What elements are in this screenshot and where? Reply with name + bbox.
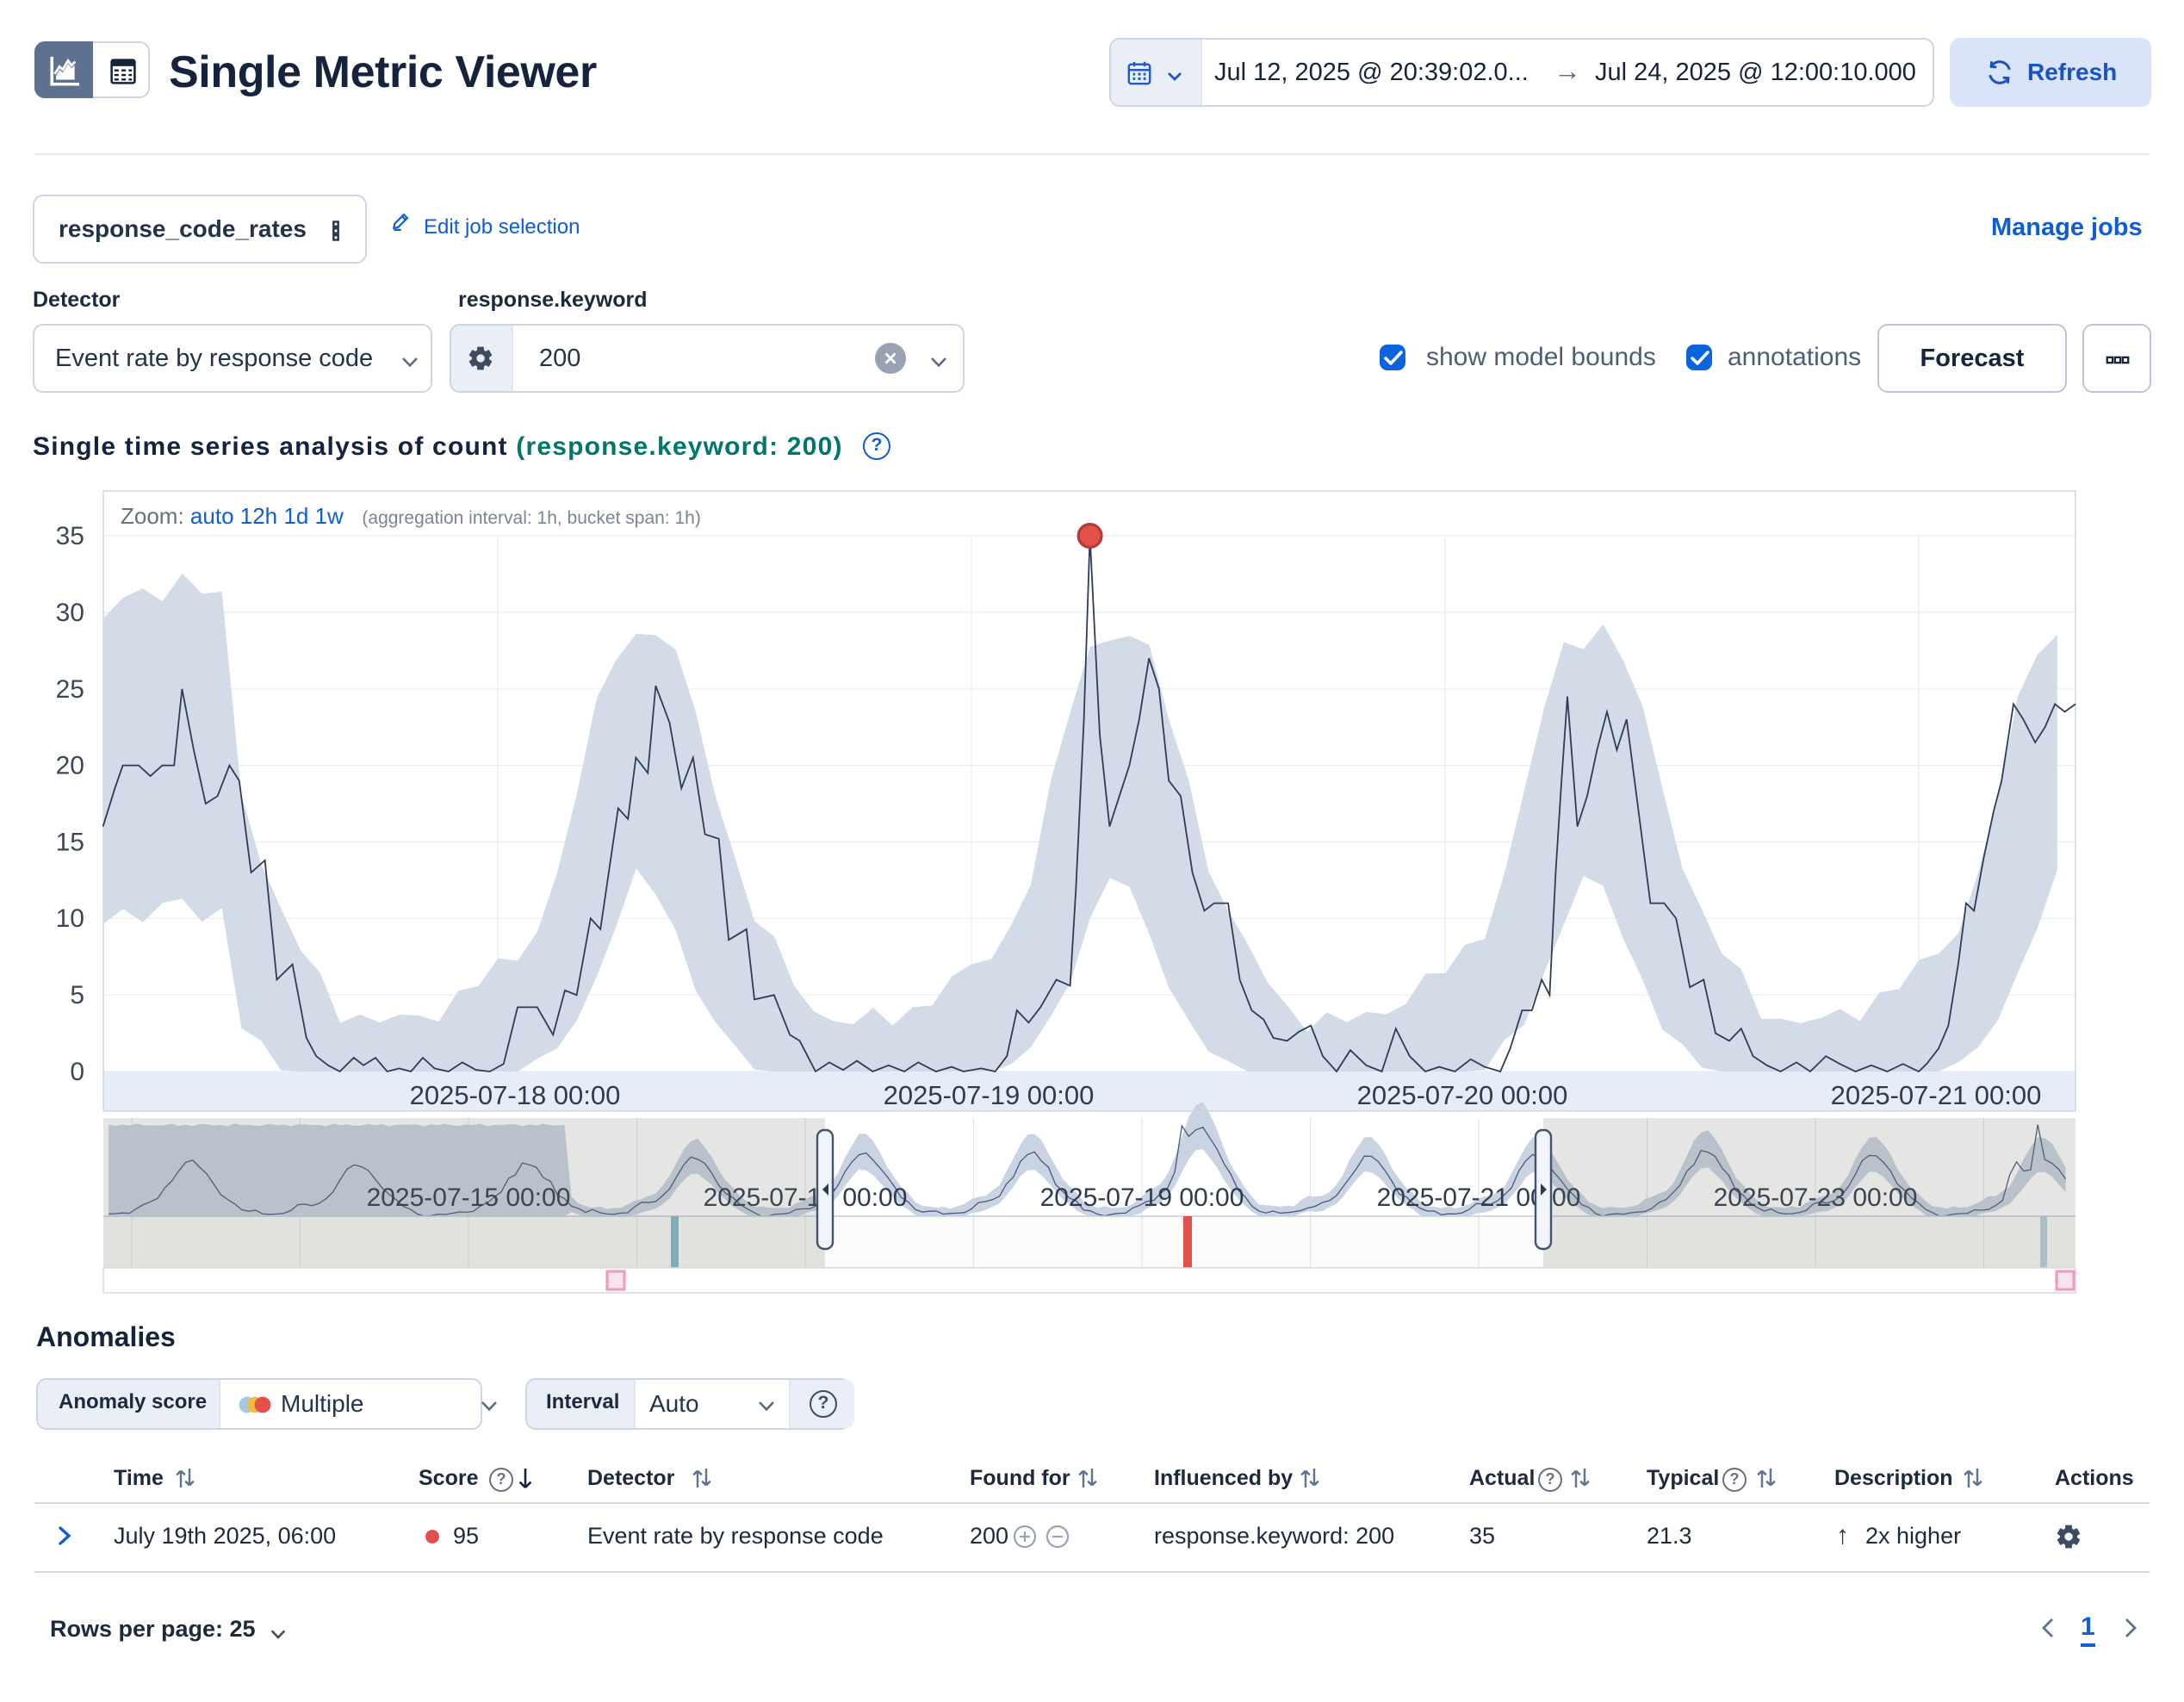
svg-text:35: 35: [56, 522, 84, 550]
svg-text:2025-07-23 00:00: 2025-07-23 00:00: [1714, 1183, 1918, 1212]
svg-text:2025-07-20 00:00: 2025-07-20 00:00: [1357, 1080, 1568, 1110]
svg-text:2025-07-15 00:00: 2025-07-15 00:00: [367, 1183, 571, 1212]
svg-text:2025-07-17 00:00: 2025-07-17 00:00: [704, 1183, 908, 1212]
svg-text:10: 10: [56, 904, 84, 933]
svg-text:25: 25: [56, 675, 84, 704]
svg-text:5: 5: [70, 981, 84, 1009]
svg-text:2025-07-19 00:00: 2025-07-19 00:00: [884, 1080, 1095, 1110]
svg-text:15: 15: [56, 828, 84, 856]
svg-text:20: 20: [56, 752, 84, 780]
svg-text:2025-07-19 00:00: 2025-07-19 00:00: [1040, 1183, 1244, 1212]
svg-text:30: 30: [56, 599, 84, 627]
svg-text:0: 0: [70, 1058, 84, 1086]
svg-text:2025-07-21 00:00: 2025-07-21 00:00: [1831, 1080, 2042, 1110]
svg-text:2025-07-18 00:00: 2025-07-18 00:00: [410, 1080, 621, 1110]
